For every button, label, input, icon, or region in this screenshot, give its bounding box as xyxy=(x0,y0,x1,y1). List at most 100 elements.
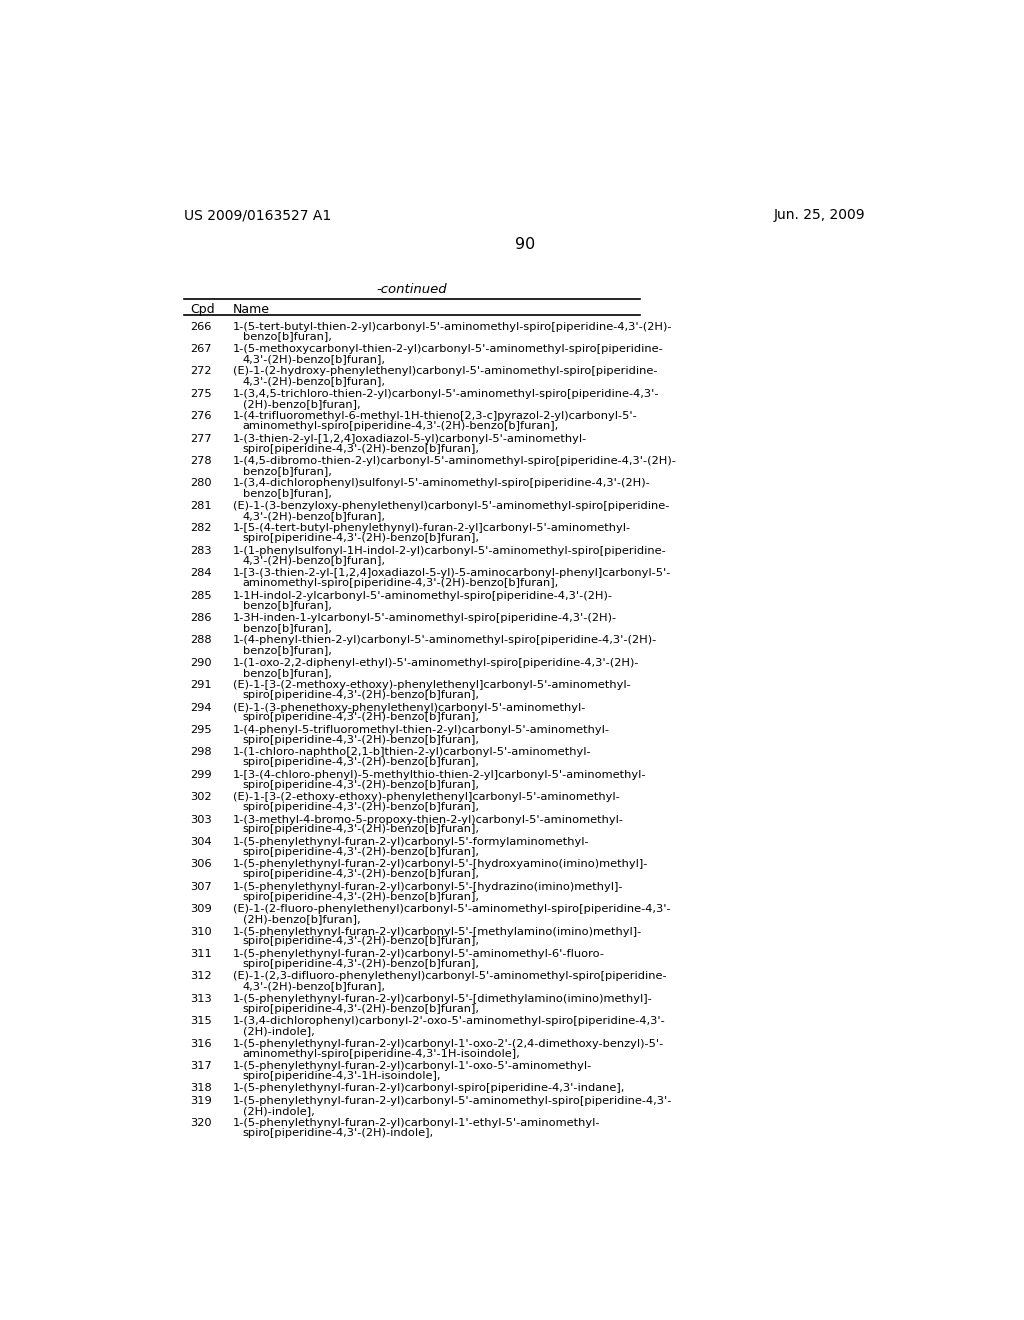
Text: 280: 280 xyxy=(190,478,212,488)
Text: 302: 302 xyxy=(190,792,212,803)
Text: 282: 282 xyxy=(190,523,212,533)
Text: 290: 290 xyxy=(190,657,212,668)
Text: 1-1H-indol-2-ylcarbonyl-5'-aminomethyl-spiro[piperidine-4,3'-(2H)-: 1-1H-indol-2-ylcarbonyl-5'-aminomethyl-s… xyxy=(232,590,612,601)
Text: 1-(5-phenylethynyl-furan-2-yl)carbonyl-5'-[hydroxyamino(imino)methyl]-: 1-(5-phenylethynyl-furan-2-yl)carbonyl-5… xyxy=(232,859,648,870)
Text: 1-(5-phenylethynyl-furan-2-yl)carbonyl-1'-ethyl-5'-aminomethyl-: 1-(5-phenylethynyl-furan-2-yl)carbonyl-1… xyxy=(232,1118,600,1129)
Text: (E)-1-(2-hydroxy-phenylethenyl)carbonyl-5'-aminomethyl-spiro[piperidine-: (E)-1-(2-hydroxy-phenylethenyl)carbonyl-… xyxy=(232,367,657,376)
Text: 319: 319 xyxy=(190,1096,212,1106)
Text: 1-[3-(3-thien-2-yl-[1,2,4]oxadiazol-5-yl)-5-aminocarbonyl-phenyl]carbonyl-5'-: 1-[3-(3-thien-2-yl-[1,2,4]oxadiazol-5-yl… xyxy=(232,568,671,578)
Text: 1-(3-thien-2-yl-[1,2,4]oxadiazol-5-yl)carbonyl-5'-aminomethyl-: 1-(3-thien-2-yl-[1,2,4]oxadiazol-5-yl)ca… xyxy=(232,434,587,444)
Text: 4,3'-(2H)-benzo[b]furan],: 4,3'-(2H)-benzo[b]furan], xyxy=(243,376,386,387)
Text: (E)-1-(2,3-difluoro-phenylethenyl)carbonyl-5'-aminomethyl-spiro[piperidine-: (E)-1-(2,3-difluoro-phenylethenyl)carbon… xyxy=(232,972,667,982)
Text: 1-(4-trifluoromethyl-6-methyl-1H-thieno[2,3-c]pyrazol-2-yl)carbonyl-5'-: 1-(4-trifluoromethyl-6-methyl-1H-thieno[… xyxy=(232,412,637,421)
Text: 310: 310 xyxy=(190,927,212,937)
Text: 1-(5-methoxycarbonyl-thien-2-yl)carbonyl-5'-aminomethyl-spiro[piperidine-: 1-(5-methoxycarbonyl-thien-2-yl)carbonyl… xyxy=(232,345,664,354)
Text: aminomethyl-spiro[piperidine-4,3'-(2H)-benzo[b]furan],: aminomethyl-spiro[piperidine-4,3'-(2H)-b… xyxy=(243,421,559,432)
Text: 303: 303 xyxy=(190,814,212,825)
Text: benzo[b]furan],: benzo[b]furan], xyxy=(243,623,332,632)
Text: spiro[piperidine-4,3'-(2H)-benzo[b]furan],: spiro[piperidine-4,3'-(2H)-benzo[b]furan… xyxy=(243,825,479,834)
Text: 1-(5-phenylethynyl-furan-2-yl)carbonyl-1'-oxo-2'-(2,4-dimethoxy-benzyl)-5'-: 1-(5-phenylethynyl-furan-2-yl)carbonyl-1… xyxy=(232,1039,664,1048)
Text: spiro[piperidine-4,3'-(2H)-benzo[b]furan],: spiro[piperidine-4,3'-(2H)-benzo[b]furan… xyxy=(243,758,479,767)
Text: Jun. 25, 2009: Jun. 25, 2009 xyxy=(774,209,866,223)
Text: 278: 278 xyxy=(190,457,212,466)
Text: 311: 311 xyxy=(190,949,212,960)
Text: benzo[b]furan],: benzo[b]furan], xyxy=(243,331,332,342)
Text: spiro[piperidine-4,3'-(2H)-benzo[b]furan],: spiro[piperidine-4,3'-(2H)-benzo[b]furan… xyxy=(243,533,479,543)
Text: 1-(4,5-dibromo-thien-2-yl)carbonyl-5'-aminomethyl-spiro[piperidine-4,3'-(2H)-: 1-(4,5-dibromo-thien-2-yl)carbonyl-5'-am… xyxy=(232,457,677,466)
Text: 317: 317 xyxy=(190,1061,212,1071)
Text: 1-(4-phenyl-thien-2-yl)carbonyl-5'-aminomethyl-spiro[piperidine-4,3'-(2H)-: 1-(4-phenyl-thien-2-yl)carbonyl-5'-amino… xyxy=(232,635,656,645)
Text: spiro[piperidine-4,3'-(2H)-benzo[b]furan],: spiro[piperidine-4,3'-(2H)-benzo[b]furan… xyxy=(243,735,479,744)
Text: 1-(1-phenylsulfonyl-1H-indol-2-yl)carbonyl-5'-aminomethyl-spiro[piperidine-: 1-(1-phenylsulfonyl-1H-indol-2-yl)carbon… xyxy=(232,545,667,556)
Text: 4,3'-(2H)-benzo[b]furan],: 4,3'-(2H)-benzo[b]furan], xyxy=(243,981,386,991)
Text: 90: 90 xyxy=(515,238,535,252)
Text: spiro[piperidine-4,3'-(2H)-benzo[b]furan],: spiro[piperidine-4,3'-(2H)-benzo[b]furan… xyxy=(243,936,479,946)
Text: 267: 267 xyxy=(190,345,212,354)
Text: 1-(5-phenylethynyl-furan-2-yl)carbonyl-5'-aminomethyl-spiro[piperidine-4,3'-: 1-(5-phenylethynyl-furan-2-yl)carbonyl-5… xyxy=(232,1096,672,1106)
Text: aminomethyl-spiro[piperidine-4,3'-1H-isoindole],: aminomethyl-spiro[piperidine-4,3'-1H-iso… xyxy=(243,1048,520,1059)
Text: spiro[piperidine-4,3'-1H-isoindole],: spiro[piperidine-4,3'-1H-isoindole], xyxy=(243,1071,441,1081)
Text: benzo[b]furan],: benzo[b]furan], xyxy=(243,488,332,499)
Text: spiro[piperidine-4,3'-(2H)-benzo[b]furan],: spiro[piperidine-4,3'-(2H)-benzo[b]furan… xyxy=(243,803,479,812)
Text: 313: 313 xyxy=(190,994,212,1003)
Text: benzo[b]furan],: benzo[b]furan], xyxy=(243,668,332,677)
Text: spiro[piperidine-4,3'-(2H)-benzo[b]furan],: spiro[piperidine-4,3'-(2H)-benzo[b]furan… xyxy=(243,690,479,700)
Text: 1-(3,4,5-trichloro-thien-2-yl)carbonyl-5'-aminomethyl-spiro[piperidine-4,3'-: 1-(3,4,5-trichloro-thien-2-yl)carbonyl-5… xyxy=(232,389,659,399)
Text: 298: 298 xyxy=(190,747,212,758)
Text: 294: 294 xyxy=(190,702,212,713)
Text: 291: 291 xyxy=(190,680,212,690)
Text: 1-[3-(4-chloro-phenyl)-5-methylthio-thien-2-yl]carbonyl-5'-aminomethyl-: 1-[3-(4-chloro-phenyl)-5-methylthio-thie… xyxy=(232,770,646,780)
Text: 1-(5-phenylethynyl-furan-2-yl)carbonyl-5'-[methylamino(imino)methyl]-: 1-(5-phenylethynyl-furan-2-yl)carbonyl-5… xyxy=(232,927,642,937)
Text: 285: 285 xyxy=(190,590,212,601)
Text: 309: 309 xyxy=(190,904,212,915)
Text: 281: 281 xyxy=(190,500,212,511)
Text: spiro[piperidine-4,3'-(2H)-indole],: spiro[piperidine-4,3'-(2H)-indole], xyxy=(243,1129,434,1138)
Text: spiro[piperidine-4,3'-(2H)-benzo[b]furan],: spiro[piperidine-4,3'-(2H)-benzo[b]furan… xyxy=(243,713,479,722)
Text: Cpd: Cpd xyxy=(190,304,215,317)
Text: 1-(5-phenylethynyl-furan-2-yl)carbonyl-1'-oxo-5'-aminomethyl-: 1-(5-phenylethynyl-furan-2-yl)carbonyl-1… xyxy=(232,1061,592,1071)
Text: 284: 284 xyxy=(190,568,212,578)
Text: 315: 315 xyxy=(190,1016,212,1026)
Text: 1-(5-phenylethynyl-furan-2-yl)carbonyl-5'-[hydrazino(imino)methyl]-: 1-(5-phenylethynyl-furan-2-yl)carbonyl-5… xyxy=(232,882,624,892)
Text: benzo[b]furan],: benzo[b]furan], xyxy=(243,645,332,655)
Text: Name: Name xyxy=(232,304,269,317)
Text: (E)-1-(3-phenethoxy-phenylethenyl)carbonyl-5'-aminomethyl-: (E)-1-(3-phenethoxy-phenylethenyl)carbon… xyxy=(232,702,585,713)
Text: 316: 316 xyxy=(190,1039,212,1048)
Text: (E)-1-[3-(2-methoxy-ethoxy)-phenylethenyl]carbonyl-5'-aminomethyl-: (E)-1-[3-(2-methoxy-ethoxy)-phenyletheny… xyxy=(232,680,631,690)
Text: 295: 295 xyxy=(190,725,212,735)
Text: 1-(1-oxo-2,2-diphenyl-ethyl)-5'-aminomethyl-spiro[piperidine-4,3'-(2H)-: 1-(1-oxo-2,2-diphenyl-ethyl)-5'-aminomet… xyxy=(232,657,639,668)
Text: 272: 272 xyxy=(190,367,212,376)
Text: benzo[b]furan],: benzo[b]furan], xyxy=(243,466,332,477)
Text: 1-(3,4-dichlorophenyl)sulfonyl-5'-aminomethyl-spiro[piperidine-4,3'-(2H)-: 1-(3,4-dichlorophenyl)sulfonyl-5'-aminom… xyxy=(232,478,650,488)
Text: 276: 276 xyxy=(190,412,212,421)
Text: 312: 312 xyxy=(190,972,212,982)
Text: spiro[piperidine-4,3'-(2H)-benzo[b]furan],: spiro[piperidine-4,3'-(2H)-benzo[b]furan… xyxy=(243,444,479,454)
Text: 1-(5-tert-butyl-thien-2-yl)carbonyl-5'-aminomethyl-spiro[piperidine-4,3'-(2H)-: 1-(5-tert-butyl-thien-2-yl)carbonyl-5'-a… xyxy=(232,322,672,331)
Text: spiro[piperidine-4,3'-(2H)-benzo[b]furan],: spiro[piperidine-4,3'-(2H)-benzo[b]furan… xyxy=(243,958,479,969)
Text: (E)-1-[3-(2-ethoxy-ethoxy)-phenylethenyl]carbonyl-5'-aminomethyl-: (E)-1-[3-(2-ethoxy-ethoxy)-phenylethenyl… xyxy=(232,792,620,803)
Text: 4,3'-(2H)-benzo[b]furan],: 4,3'-(2H)-benzo[b]furan], xyxy=(243,354,386,364)
Text: 283: 283 xyxy=(190,545,212,556)
Text: 266: 266 xyxy=(190,322,211,331)
Text: 1-(5-phenylethynyl-furan-2-yl)carbonyl-spiro[piperidine-4,3'-indane],: 1-(5-phenylethynyl-furan-2-yl)carbonyl-s… xyxy=(232,1084,625,1093)
Text: 1-(5-phenylethynyl-furan-2-yl)carbonyl-5'-[dimethylamino(imino)methyl]-: 1-(5-phenylethynyl-furan-2-yl)carbonyl-5… xyxy=(232,994,652,1003)
Text: (2H)-indole],: (2H)-indole], xyxy=(243,1026,314,1036)
Text: (E)-1-(2-fluoro-phenylethenyl)carbonyl-5'-aminomethyl-spiro[piperidine-4,3'-: (E)-1-(2-fluoro-phenylethenyl)carbonyl-5… xyxy=(232,904,671,915)
Text: 288: 288 xyxy=(190,635,212,645)
Text: 1-[5-(4-tert-butyl-phenylethynyl)-furan-2-yl]carbonyl-5'-aminomethyl-: 1-[5-(4-tert-butyl-phenylethynyl)-furan-… xyxy=(232,523,631,533)
Text: 286: 286 xyxy=(190,612,212,623)
Text: 320: 320 xyxy=(190,1118,212,1129)
Text: 307: 307 xyxy=(190,882,212,892)
Text: benzo[b]furan],: benzo[b]furan], xyxy=(243,601,332,610)
Text: spiro[piperidine-4,3'-(2H)-benzo[b]furan],: spiro[piperidine-4,3'-(2H)-benzo[b]furan… xyxy=(243,892,479,902)
Text: -continued: -continued xyxy=(377,284,446,296)
Text: (2H)-benzo[b]furan],: (2H)-benzo[b]furan], xyxy=(243,913,360,924)
Text: 1-(5-phenylethynyl-furan-2-yl)carbonyl-5'-aminomethyl-6'-fluoro-: 1-(5-phenylethynyl-furan-2-yl)carbonyl-5… xyxy=(232,949,604,960)
Text: 4,3'-(2H)-benzo[b]furan],: 4,3'-(2H)-benzo[b]furan], xyxy=(243,556,386,565)
Text: 306: 306 xyxy=(190,859,212,870)
Text: 1-(3,4-dichlorophenyl)carbonyl-2'-oxo-5'-aminomethyl-spiro[piperidine-4,3'-: 1-(3,4-dichlorophenyl)carbonyl-2'-oxo-5'… xyxy=(232,1016,666,1026)
Text: 1-(5-phenylethynyl-furan-2-yl)carbonyl-5'-formylaminomethyl-: 1-(5-phenylethynyl-furan-2-yl)carbonyl-5… xyxy=(232,837,589,847)
Text: 1-(4-phenyl-5-trifluoromethyl-thien-2-yl)carbonyl-5'-aminomethyl-: 1-(4-phenyl-5-trifluoromethyl-thien-2-yl… xyxy=(232,725,609,735)
Text: spiro[piperidine-4,3'-(2H)-benzo[b]furan],: spiro[piperidine-4,3'-(2H)-benzo[b]furan… xyxy=(243,847,479,857)
Text: (2H)-indole],: (2H)-indole], xyxy=(243,1106,314,1115)
